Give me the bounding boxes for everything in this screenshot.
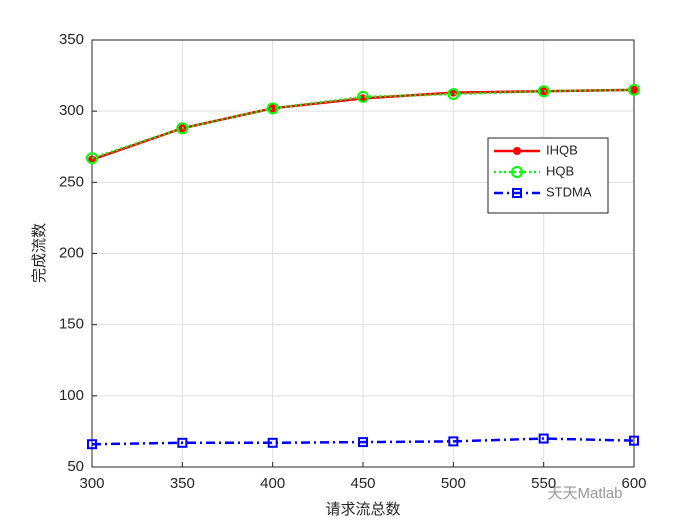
marker: [86, 152, 98, 165]
legend-label: IHQB: [546, 142, 578, 157]
x-axis-label: 请求流总数: [325, 500, 400, 518]
x-tick-label: 300: [79, 475, 104, 492]
y-tick-label: 100: [59, 387, 84, 404]
marker: [87, 439, 97, 450]
marker: [267, 437, 278, 448]
marker: [177, 437, 188, 448]
watermark: 天天Matlab: [547, 485, 622, 502]
marker: [538, 433, 549, 444]
y-tick-label: 350: [59, 31, 84, 48]
marker: [537, 85, 550, 98]
x-tick-label: 550: [531, 475, 556, 492]
marker: [266, 102, 279, 115]
y-tick-label: 200: [59, 244, 84, 261]
series-line: [91, 88, 635, 160]
legend-label: STDMA: [546, 184, 592, 199]
marker: [512, 188, 522, 198]
marker: [513, 147, 521, 155]
y-tick-label: 250: [59, 173, 84, 190]
marker: [447, 88, 460, 101]
x-tick-label: 500: [441, 475, 466, 492]
legend-label: HQB: [546, 163, 574, 178]
marker: [628, 83, 640, 96]
y-tick-label: 150: [59, 316, 84, 333]
marker: [630, 85, 638, 94]
marker: [511, 166, 523, 178]
marker: [448, 436, 459, 447]
series-line: [91, 437, 635, 446]
x-tick-label: 350: [170, 475, 195, 492]
marker: [176, 122, 189, 135]
y-axis-label: 完成流数: [30, 223, 48, 283]
y-tick-label: 50: [67, 458, 84, 475]
marker: [357, 90, 369, 103]
y-tick-label: 300: [59, 102, 84, 119]
x-tick-label: 450: [350, 475, 375, 492]
marker: [358, 437, 368, 448]
x-tick-label: 600: [621, 475, 646, 492]
marker: [629, 435, 639, 446]
x-tick-label: 400: [260, 475, 285, 492]
